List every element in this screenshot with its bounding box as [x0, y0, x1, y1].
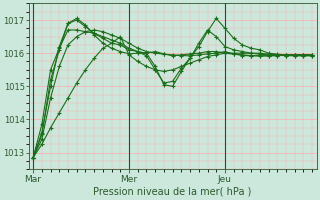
X-axis label: Pression niveau de la mer( hPa ): Pression niveau de la mer( hPa )	[93, 187, 252, 197]
